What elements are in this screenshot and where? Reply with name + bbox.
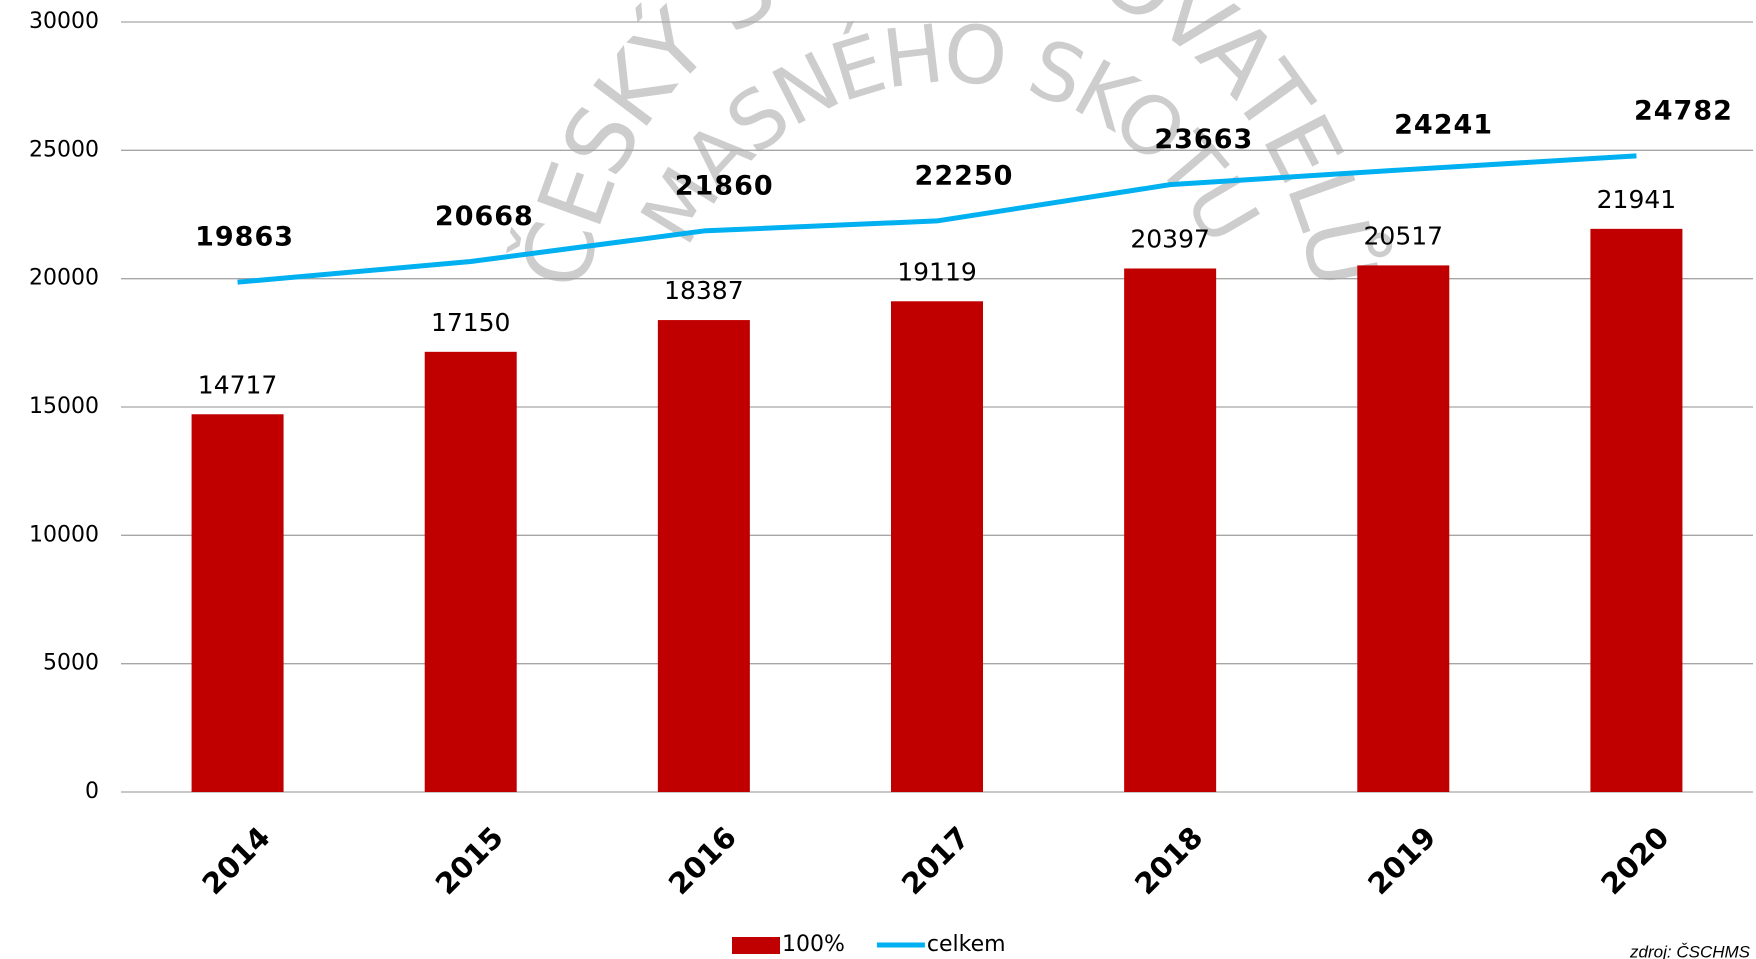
- bar: [891, 301, 983, 792]
- line-value-label: 24782: [1634, 95, 1733, 126]
- bar-value-label: 14717: [198, 370, 278, 399]
- bar: [1590, 228, 1683, 793]
- bar-value-label: 19119: [897, 257, 977, 286]
- bar: [191, 414, 284, 792]
- bar: [1124, 268, 1217, 792]
- line-value-label: 21860: [675, 170, 774, 201]
- bar-value-label: 17150: [431, 308, 511, 337]
- legend: 100% celkem: [732, 932, 1006, 957]
- legend-label: 100%: [782, 932, 845, 957]
- y-tick-label: 25000: [29, 137, 99, 162]
- line: [237, 153, 1637, 285]
- watermark: ČESKÝ SVAZ CHOVATELŮ MASNÉHO SKOTU: [501, 0, 1400, 296]
- y-tick-label: 15000: [29, 394, 99, 419]
- bar: [1357, 265, 1450, 793]
- y-tick-label: 5000: [43, 651, 99, 676]
- line-value-label: 20668: [435, 201, 534, 232]
- x-tick-label: 2015: [429, 820, 510, 901]
- bar-value-label: 18387: [664, 276, 744, 305]
- y-tick-label: 20000: [29, 266, 99, 291]
- bar: [657, 320, 750, 792]
- x-tick-label: 2016: [662, 820, 743, 901]
- x-tick-label: 2019: [1361, 820, 1442, 901]
- source-note: zdroj: ČSCHMS: [1629, 942, 1751, 959]
- legend-swatch: [732, 937, 780, 954]
- line-value-label: 19863: [195, 222, 294, 253]
- legend-label: celkem: [927, 932, 1006, 957]
- bar-value-label: 20397: [1130, 224, 1210, 253]
- x-tick-label: 2017: [895, 820, 976, 901]
- bar: [424, 351, 517, 792]
- y-tick-label: 10000: [29, 522, 99, 547]
- line-value-label: 23663: [1154, 124, 1253, 155]
- x-tick-label: 2020: [1594, 820, 1675, 901]
- y-tick-label: 30000: [29, 9, 99, 34]
- x-tick-label: 2018: [1128, 820, 1209, 901]
- line-value-label: 22250: [915, 160, 1014, 191]
- y-tick-label: 0: [85, 779, 99, 804]
- x-tick-label: 2014: [196, 820, 277, 901]
- bar-value-label: 21941: [1597, 185, 1677, 214]
- line-value-label: 24241: [1394, 109, 1493, 140]
- bar-value-label: 20517: [1364, 221, 1444, 250]
